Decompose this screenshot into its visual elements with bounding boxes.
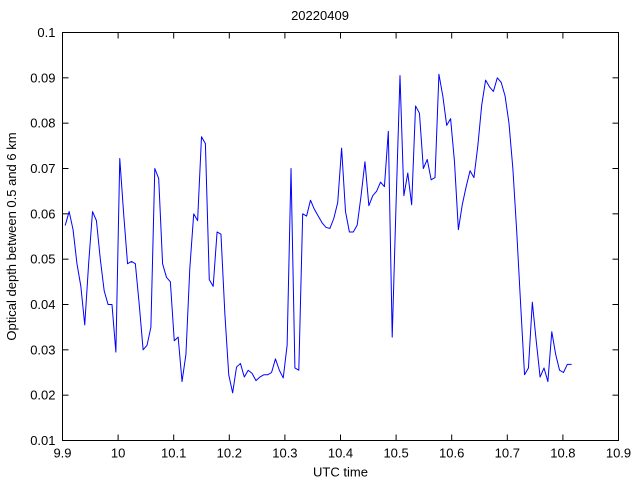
x-tick-label: 10.2 — [217, 446, 242, 461]
x-tick-label: 10.1 — [161, 446, 186, 461]
y-tick-label: 0.02 — [30, 388, 55, 403]
y-tick-label: 0.06 — [30, 206, 55, 221]
y-tick-label: 0.08 — [30, 116, 55, 131]
y-axis-title: Optical depth between 0.5 and 6 km — [4, 132, 19, 340]
x-tick-label: 10.9 — [606, 446, 631, 461]
x-tick-label: 9.9 — [53, 446, 71, 461]
x-tick-label: 10.3 — [272, 446, 297, 461]
x-tick-label: 10.4 — [328, 446, 353, 461]
x-tick-label: 10.7 — [495, 446, 520, 461]
y-tick-label: 0.1 — [37, 25, 55, 40]
y-tick-label: 0.03 — [30, 342, 55, 357]
axis-label-group: 9.9 10 10.1 10.2 10.3 10.4 10.5 10.6 10.7 10.8 10.… — [4, 25, 631, 480]
axis-group — [62, 32, 619, 441]
chart-title: 20220409 — [291, 8, 349, 23]
plot-box-border — [62, 32, 619, 441]
data-line-optical_depth — [64, 73, 572, 394]
x-tick-label: 10.6 — [439, 446, 464, 461]
x-tick-label: 10.5 — [383, 446, 408, 461]
y-tick-label: 0.09 — [30, 70, 55, 85]
y-tick-label: 0.04 — [30, 297, 55, 312]
y-tick-label: 0.07 — [30, 161, 55, 176]
data-series-group — [64, 73, 572, 394]
x-tick-label: 10 — [111, 446, 125, 461]
x-axis-title: UTC time — [313, 465, 368, 480]
y-tick-label: 0.01 — [30, 433, 55, 448]
x-tick-label: 10.8 — [550, 446, 575, 461]
y-tick-label: 0.05 — [30, 252, 55, 267]
